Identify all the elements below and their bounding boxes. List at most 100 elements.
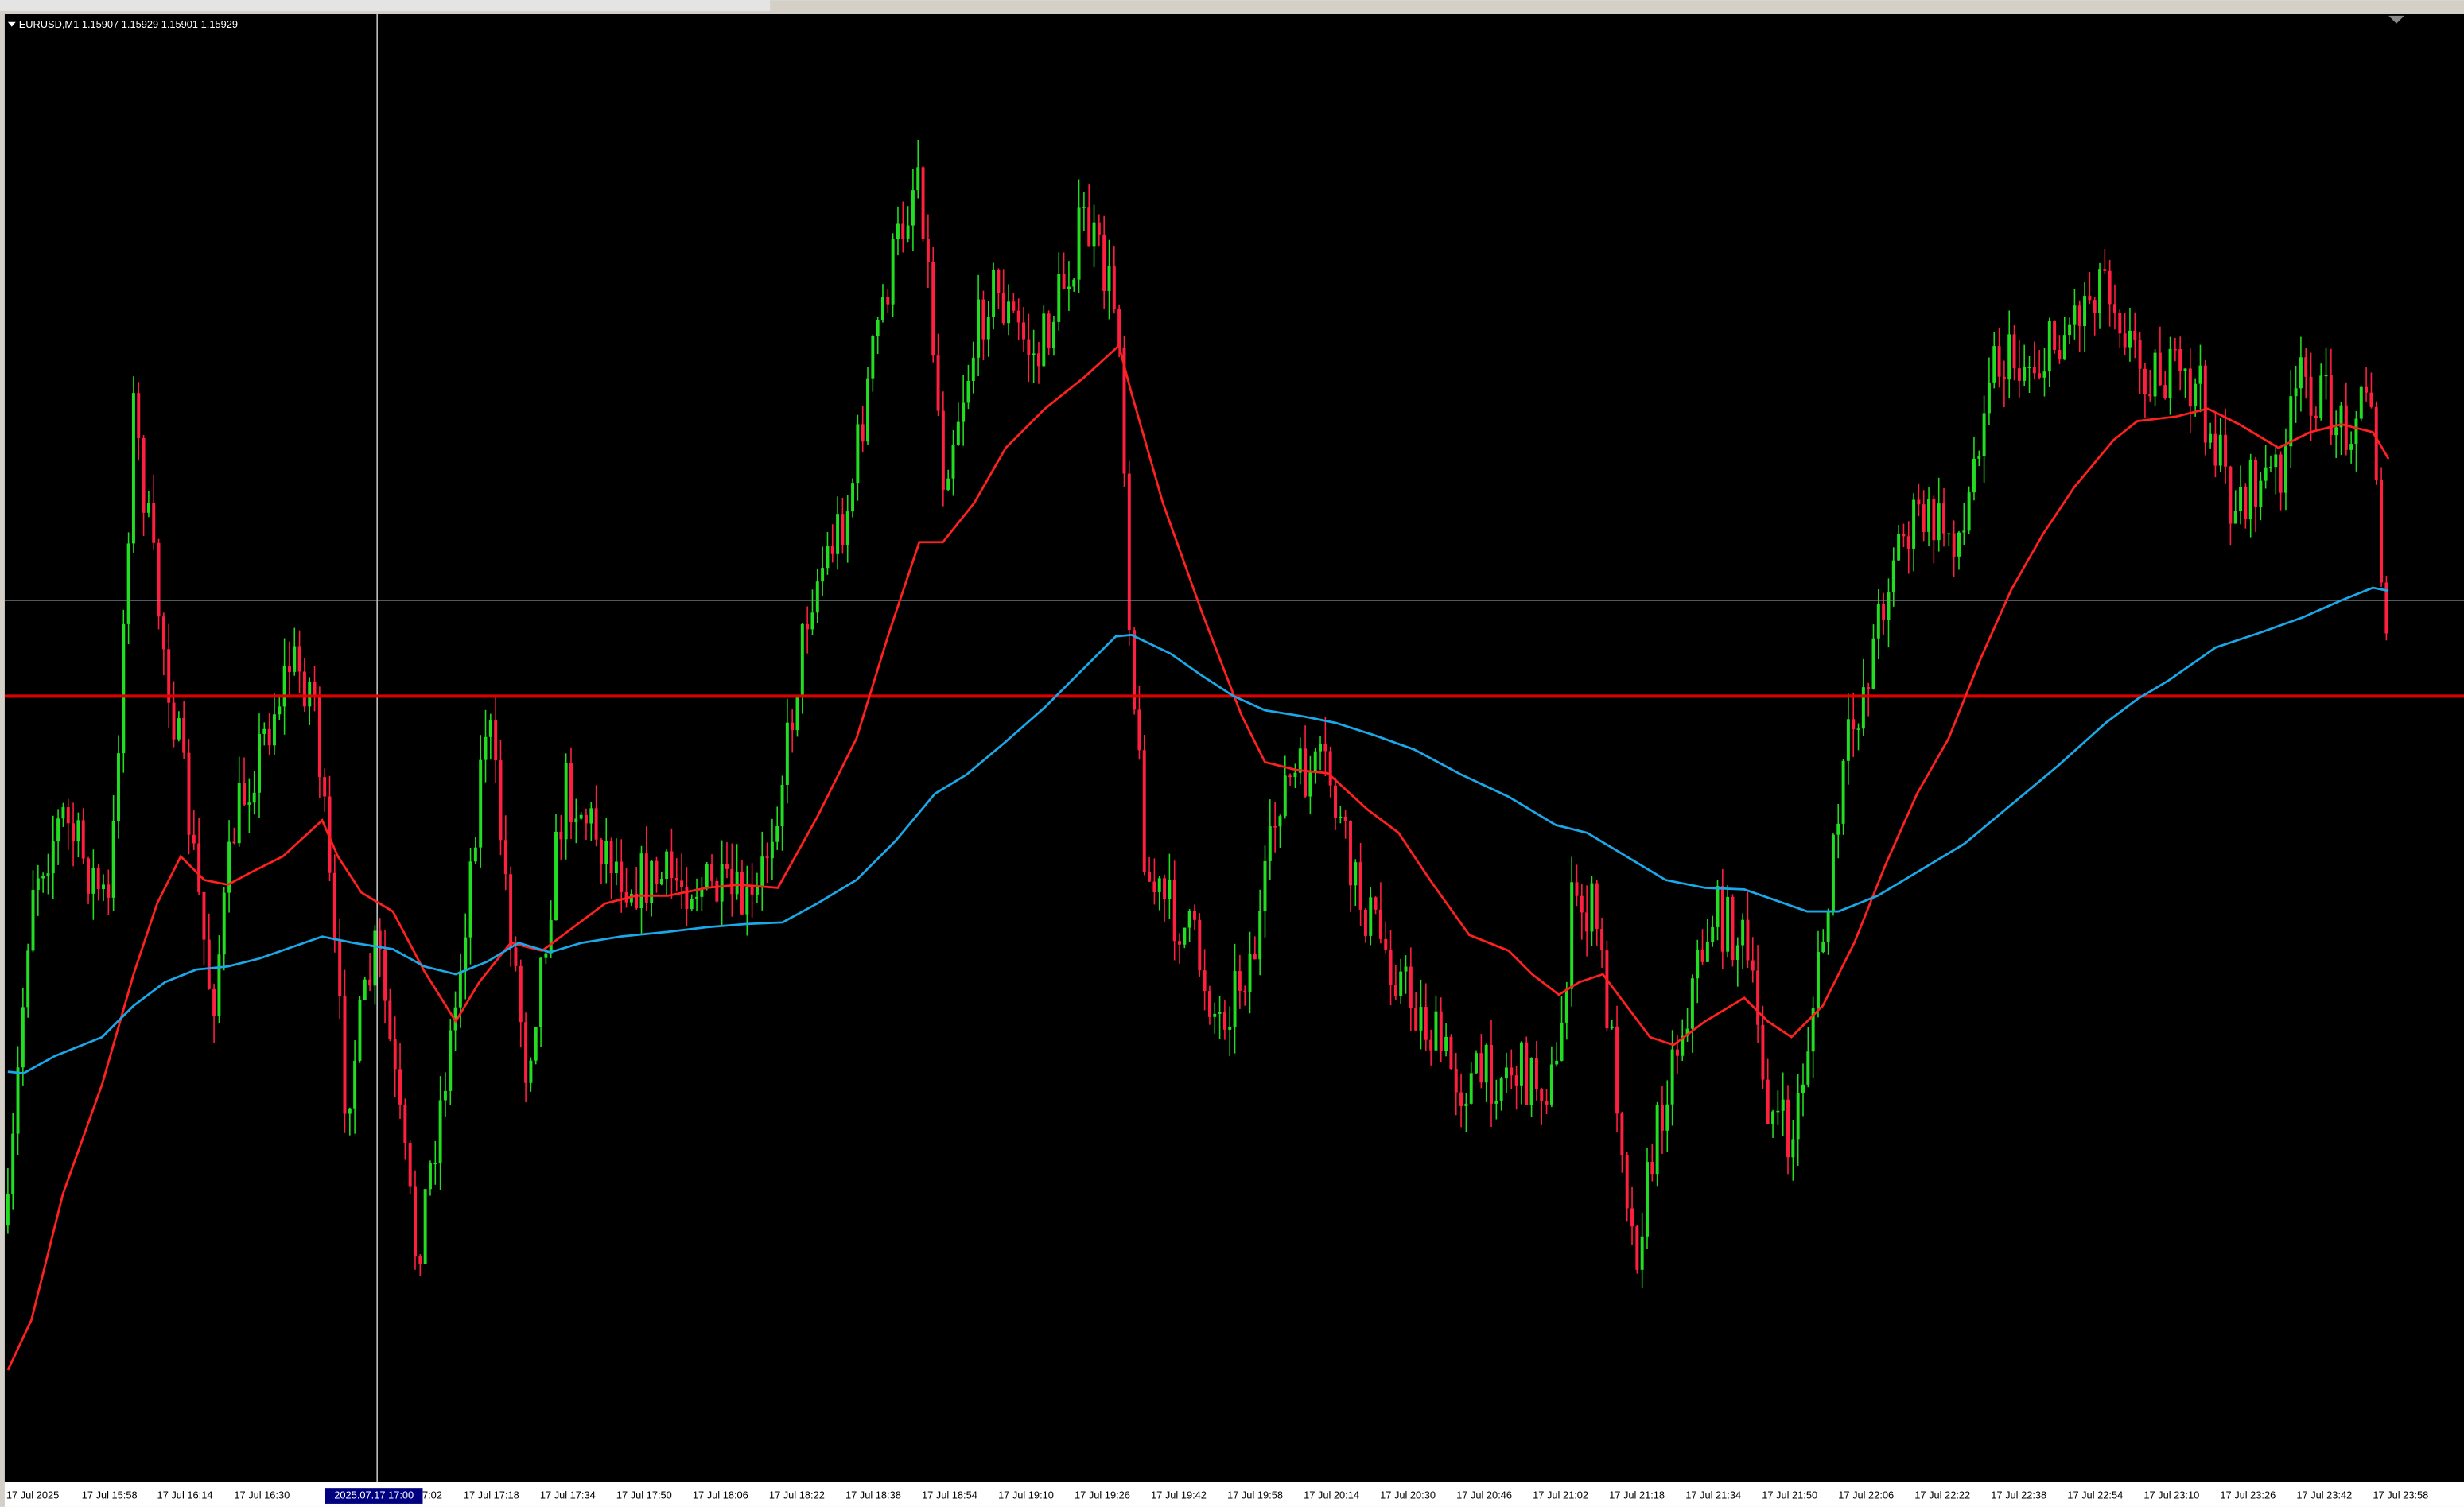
candle-body bbox=[1399, 971, 1403, 996]
candle-body bbox=[2209, 433, 2213, 443]
time-label: 17 Jul 18:22 bbox=[769, 1489, 825, 1501]
candle-body bbox=[1575, 882, 1579, 896]
candle-body bbox=[2229, 466, 2233, 524]
candle-body bbox=[946, 478, 950, 490]
candle-body bbox=[1454, 1069, 1458, 1093]
chart-area bbox=[4, 14, 2464, 1482]
candle-body bbox=[1705, 942, 1709, 962]
toolbar[interactable] bbox=[0, 0, 771, 11]
candle-body bbox=[2188, 368, 2192, 407]
time-label: 17 Jul 19:10 bbox=[998, 1489, 1054, 1501]
candle-body bbox=[222, 892, 226, 955]
candle-body bbox=[674, 878, 678, 881]
candle-body bbox=[1243, 990, 1247, 992]
candle-body bbox=[282, 666, 286, 707]
time-label: 17 Jul 21:18 bbox=[1609, 1489, 1665, 1501]
time-label: 17 Jul 18:38 bbox=[845, 1489, 901, 1501]
candle-body bbox=[2093, 300, 2097, 313]
candle-body bbox=[2380, 480, 2384, 583]
time-label: 17 Jul 23:26 bbox=[2220, 1489, 2276, 1501]
time-label: 17 Jul 23:58 bbox=[2373, 1489, 2428, 1501]
candle-body bbox=[780, 784, 784, 827]
candle-body bbox=[2244, 487, 2248, 520]
candle-body bbox=[2158, 352, 2162, 386]
candle-body bbox=[252, 792, 256, 803]
candle-body bbox=[529, 1060, 533, 1083]
candle-body bbox=[821, 568, 825, 582]
candle-body bbox=[449, 1030, 453, 1091]
candle-body bbox=[36, 878, 40, 891]
candle-body bbox=[373, 930, 377, 986]
candle-body bbox=[1404, 966, 1408, 972]
candle-body bbox=[479, 759, 483, 848]
candle-body bbox=[1876, 603, 1880, 639]
candle-body bbox=[1902, 534, 1906, 537]
time-label: 17 Jul 20:30 bbox=[1380, 1489, 1436, 1501]
time-labels: 17 Jul 2025 17 Jul 15:58 17 Jul 16:14 17 Ju… bbox=[6, 1489, 2428, 1501]
candle-body bbox=[1157, 878, 1161, 892]
candle-body bbox=[1776, 1110, 1780, 1113]
candle-body bbox=[2198, 365, 2202, 384]
candle-body bbox=[388, 1000, 392, 1040]
candle-body bbox=[167, 649, 171, 703]
candle-body bbox=[710, 864, 713, 881]
candle-body bbox=[26, 950, 30, 1008]
candle-body bbox=[1097, 222, 1101, 235]
candle-body bbox=[554, 831, 558, 921]
candle-body bbox=[1685, 1028, 1689, 1036]
candle-body bbox=[1937, 503, 1941, 541]
candle-body bbox=[1414, 1008, 1418, 1031]
candle-body bbox=[740, 872, 744, 915]
candle-body bbox=[524, 1022, 528, 1083]
candle-body bbox=[1378, 909, 1382, 939]
candle-body bbox=[56, 818, 60, 842]
candle-body bbox=[695, 896, 699, 899]
candle-body bbox=[750, 887, 754, 895]
candle-body bbox=[408, 1143, 412, 1187]
candle-body bbox=[997, 270, 1001, 293]
candle-body bbox=[423, 1189, 427, 1264]
candle-body bbox=[1957, 532, 1961, 557]
candle-body bbox=[977, 299, 981, 358]
candle-body bbox=[1549, 1064, 1553, 1105]
candle-body bbox=[1293, 772, 1297, 778]
candle-body bbox=[262, 728, 266, 734]
candle-body bbox=[131, 393, 135, 544]
candle-body bbox=[2047, 321, 2051, 372]
candle-body bbox=[1258, 911, 1262, 960]
candle-body bbox=[116, 753, 120, 821]
candle-body bbox=[2324, 375, 2328, 377]
candle-body bbox=[1590, 883, 1594, 932]
candle-body bbox=[1906, 536, 1910, 549]
candle-body bbox=[1233, 971, 1237, 1027]
time-label: 17 Jul 20:14 bbox=[1304, 1489, 1359, 1501]
candle-body bbox=[2062, 335, 2066, 360]
candle-body bbox=[2329, 375, 2333, 436]
candle-body bbox=[1248, 954, 1252, 992]
candle-body bbox=[539, 957, 543, 1027]
candle-body bbox=[2259, 480, 2263, 507]
title-arrow[interactable] bbox=[7, 21, 16, 27]
scroll-arrow[interactable] bbox=[2388, 15, 2404, 24]
candle-body bbox=[1625, 1155, 1629, 1209]
candle-body bbox=[2213, 433, 2217, 466]
candle-body bbox=[2239, 487, 2243, 511]
candle-body bbox=[1605, 950, 1609, 1029]
candle-body bbox=[861, 424, 865, 442]
candle-body bbox=[1042, 313, 1046, 367]
candle-body bbox=[1670, 1049, 1674, 1105]
candle-body bbox=[1168, 880, 1172, 899]
candle-body bbox=[1726, 896, 1730, 952]
candle-body bbox=[1897, 534, 1901, 561]
candle-body bbox=[1057, 274, 1061, 322]
candle-body bbox=[1308, 772, 1312, 797]
candle-body bbox=[1007, 301, 1011, 324]
candle-body bbox=[1087, 207, 1091, 247]
candle-body bbox=[1917, 499, 1921, 505]
candle-body bbox=[604, 841, 608, 865]
candle-body bbox=[468, 861, 472, 938]
candle-body bbox=[232, 841, 236, 844]
candle-body bbox=[2274, 454, 2278, 468]
candle-body bbox=[473, 847, 477, 862]
